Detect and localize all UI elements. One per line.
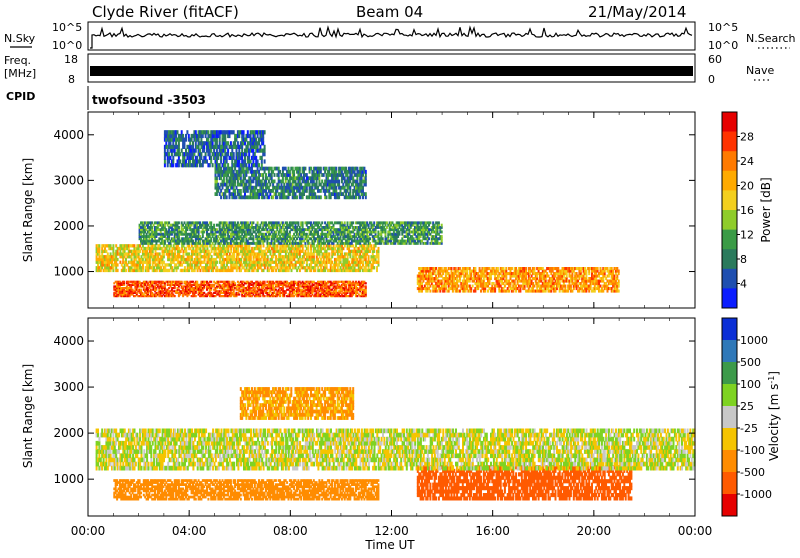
nave-tick-bottom: 0 (708, 73, 715, 86)
nsky-tick-top: 10^5 (52, 21, 82, 34)
cpid-label: CPID (6, 90, 35, 103)
heatmap-cell (525, 267, 527, 270)
heatmap-cell (533, 267, 535, 270)
heatmap-cell (98, 244, 100, 247)
heatmap-cell (618, 280, 620, 283)
nave-label: Nave (746, 64, 774, 77)
heatmap-cell (196, 281, 198, 283)
heatmap-cell (174, 295, 176, 297)
heatmap-cell (297, 221, 299, 224)
heatmap-cell (178, 221, 180, 224)
heatmap-cell (257, 221, 259, 224)
nsky-line (90, 27, 692, 48)
heatmap-cell (429, 290, 431, 293)
heatmap-cell (264, 295, 266, 297)
nave-tick-top: 60 (708, 53, 722, 66)
heatmap-cell (178, 226, 180, 229)
freq-unit: [MHz] (4, 67, 36, 80)
beam-title: Beam 04 (356, 3, 423, 21)
heatmap-cell (125, 269, 127, 272)
heatmap-cell (117, 258, 119, 261)
heatmap-cell (210, 221, 212, 224)
heatmap-cell (597, 267, 599, 270)
heatmap-cell (264, 281, 266, 283)
heatmap-cell (321, 221, 323, 224)
nsky-tick-bottom: 10^0 (52, 39, 82, 52)
nsky-label: N.Sky (4, 32, 36, 45)
heatmap-cell (472, 285, 474, 288)
heatmap-cell (117, 269, 119, 272)
freq-trace (90, 66, 693, 76)
heatmap-cell (373, 266, 375, 269)
heatmap-cell (328, 252, 330, 255)
heatmap-cell (252, 235, 254, 238)
nsearch-label: N.Search (746, 32, 796, 45)
heatmap-cell (365, 285, 367, 287)
heatmap-cell (618, 270, 620, 273)
heatmap-cell (458, 285, 460, 288)
heatmap-cell (117, 263, 119, 266)
heatmap-cell (252, 221, 254, 224)
date-title: 21/May/2014 (588, 3, 686, 21)
heatmap-cell (234, 282, 236, 284)
heatmap-cell (497, 267, 499, 270)
heatmap-cell (140, 289, 142, 291)
station-title: Clyde River (fitACF) (92, 3, 239, 21)
freq-tick-bottom: 8 (68, 73, 75, 86)
cpid-value: twofsound -3503 (92, 93, 206, 107)
heatmap-cell (112, 244, 114, 247)
heatmap-cell (267, 255, 269, 258)
heatmap-cell (505, 267, 507, 270)
heatmap-cell (195, 295, 197, 297)
nsky-trace (90, 27, 692, 48)
heatmap-cell (368, 255, 370, 258)
heatmap-cell (181, 281, 183, 283)
heatmap-cell (238, 293, 240, 295)
freq-tick-top: 18 (64, 53, 78, 66)
nsearch-tick-bottom: 10^0 (708, 39, 738, 52)
freq-label: Freq. (4, 54, 31, 67)
heatmap-cell (229, 281, 231, 283)
heatmap-cell (378, 247, 380, 250)
heatmap-cell (474, 267, 476, 270)
heatmap-cell (123, 281, 125, 283)
heatmap-cell (511, 267, 513, 270)
heatmap-cell (564, 285, 566, 288)
nsearch-tick-top: 10^5 (708, 21, 738, 34)
heatmap-cell (618, 290, 620, 293)
heatmap-cell (210, 281, 212, 283)
heatmap-cell (309, 242, 311, 245)
heatmap-cell (216, 261, 218, 264)
heatmap-cell (451, 267, 453, 270)
heatmap-cell (365, 282, 367, 284)
heatmap-cell (213, 224, 215, 227)
heatmap-cell (302, 221, 304, 224)
